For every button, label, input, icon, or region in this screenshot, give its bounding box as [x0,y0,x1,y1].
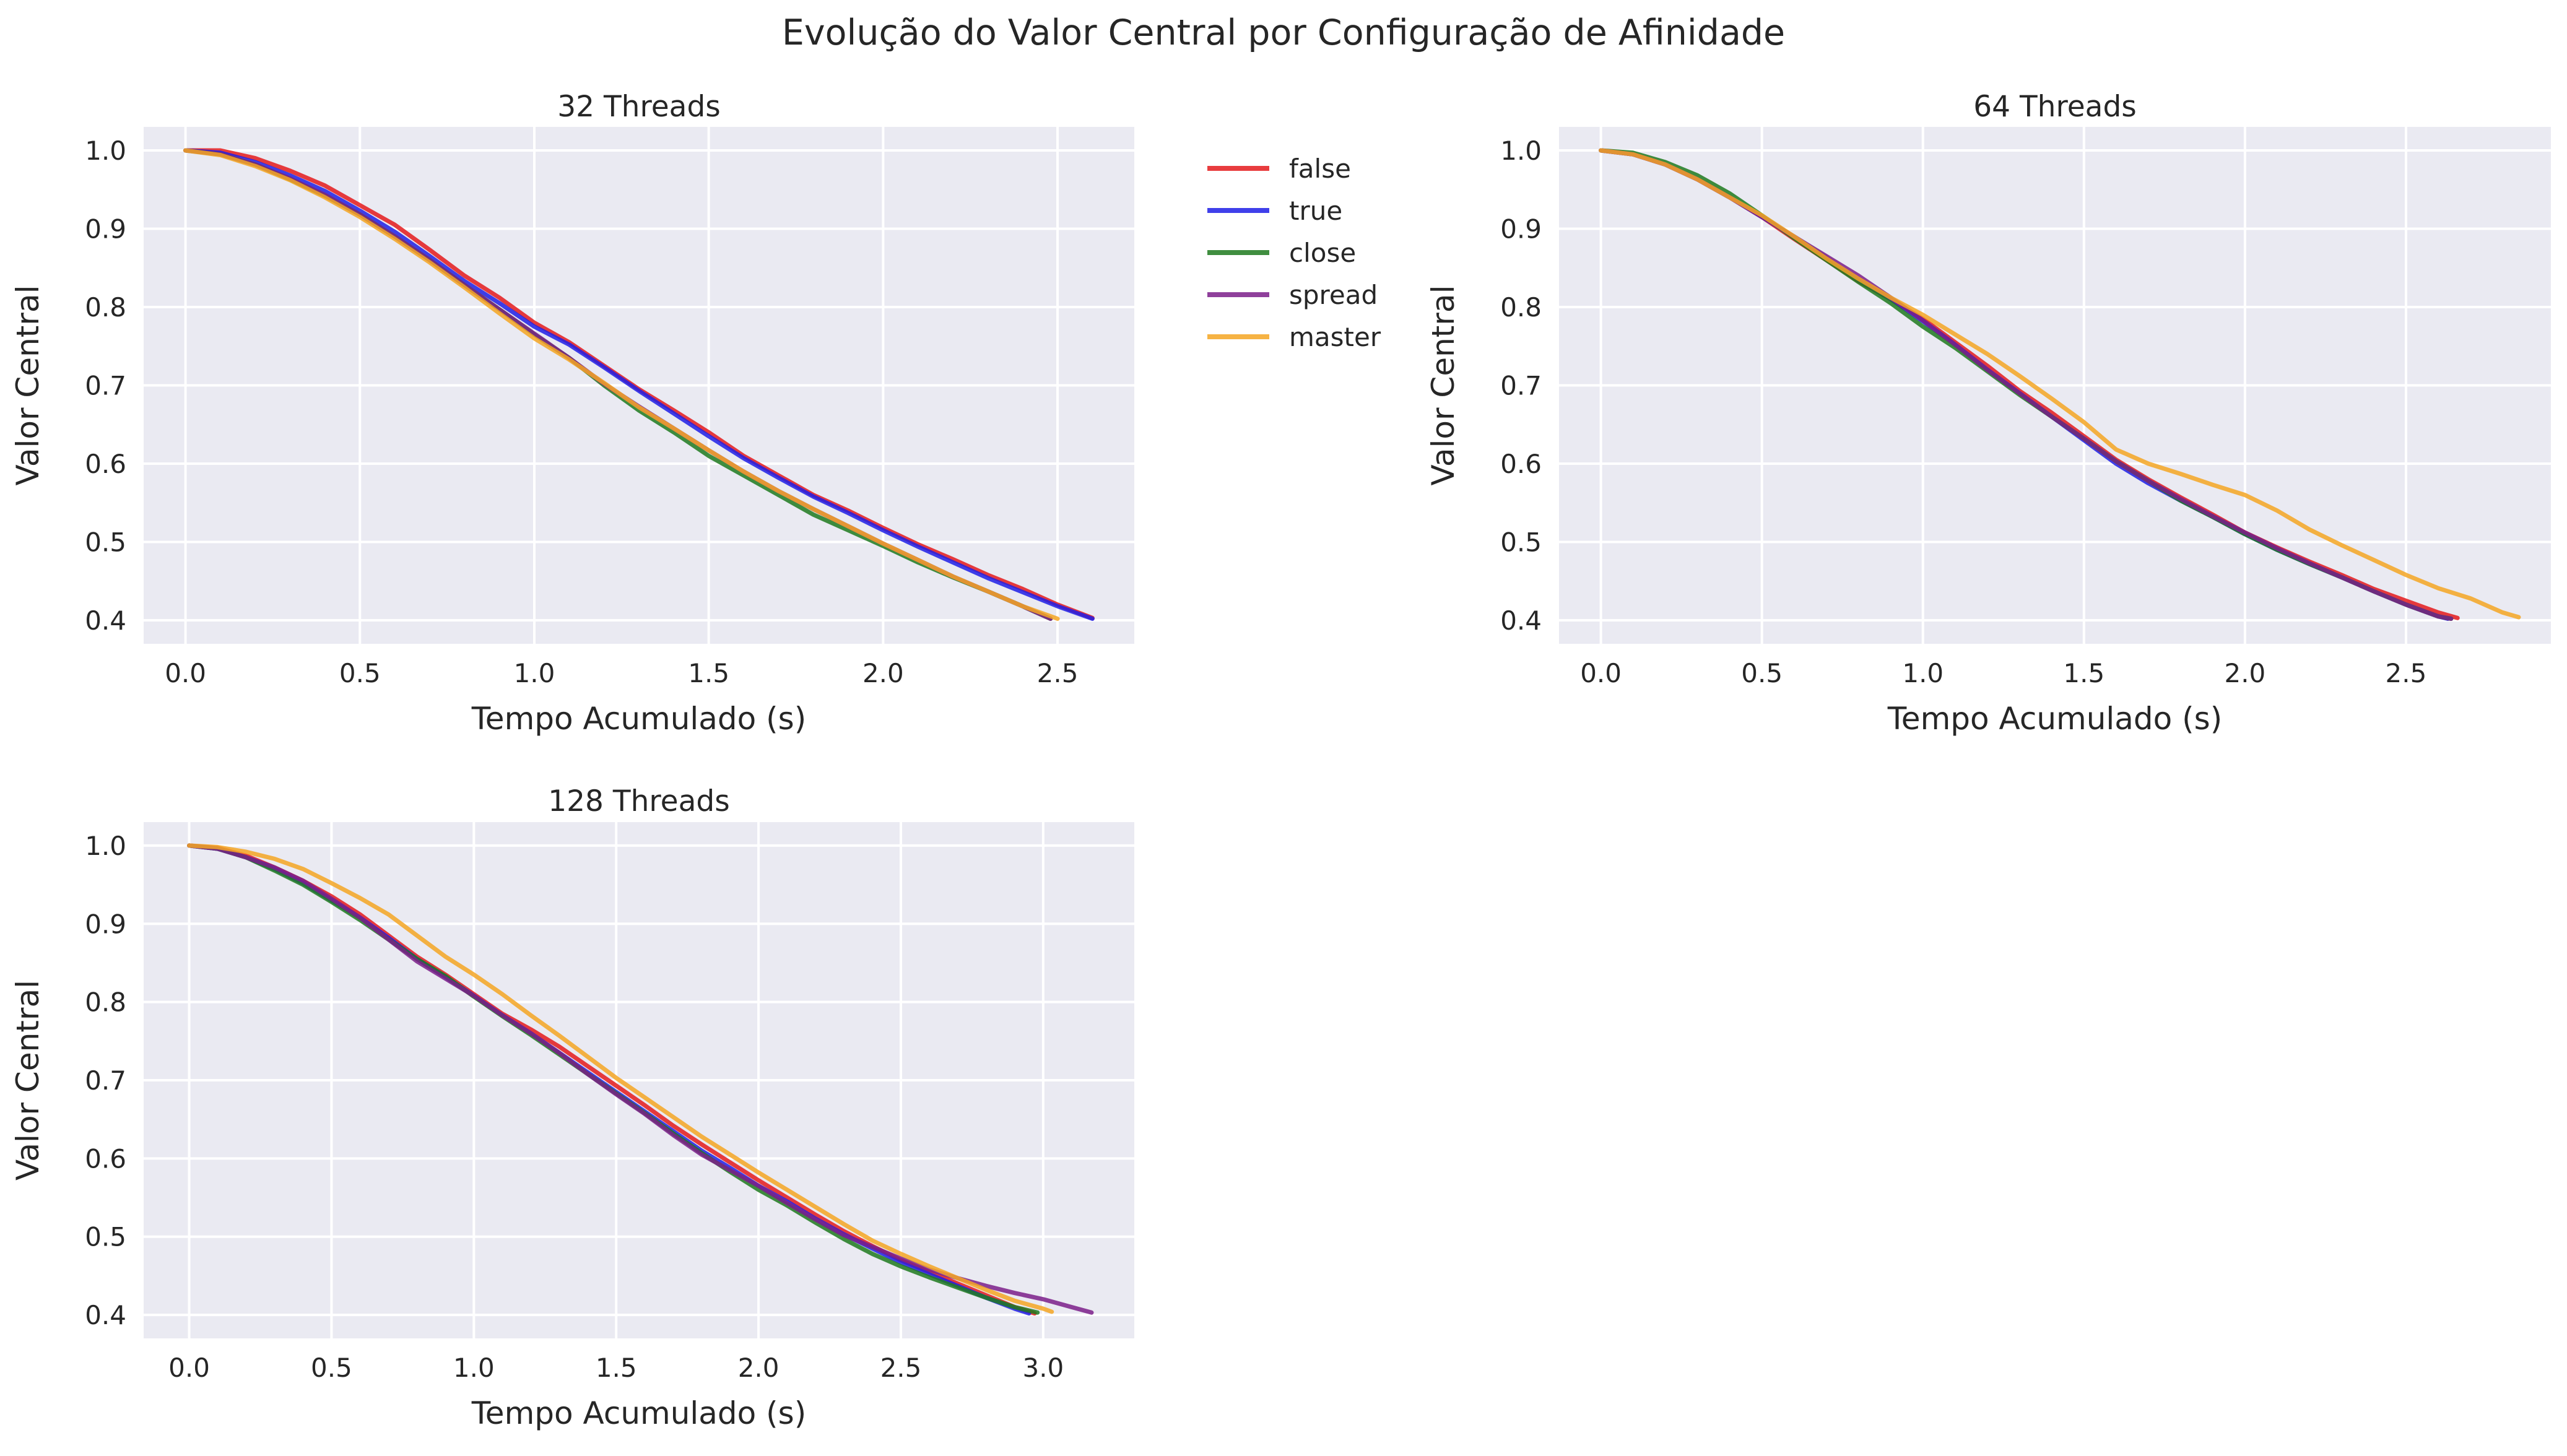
y-tick-label: 0.7 [1500,371,1542,401]
legend: false true close spread master [1207,154,1381,352]
x-tick-label: 2.5 [880,1353,922,1383]
x-tick-label: 1.5 [688,658,729,688]
x-axis-label: Tempo Acumulado (s) [471,701,806,737]
y-tick-label: 0.4 [1500,605,1542,636]
y-tick-label: 1.0 [85,136,126,166]
y-axis-label: Valor Central [10,980,46,1181]
subplot-title: 64 Threads [1973,90,2137,124]
x-tick-label: 1.0 [514,658,555,688]
x-tick-label: 1.0 [453,1353,495,1383]
y-tick-label: 0.5 [85,527,126,558]
subplot-1: 0.0 0.5 1.0 1.5 2.0 2.5 0.4 0.5 0.6 0.7 0.8 0.9 1.0 3… [10,90,1134,737]
x-tick-label: 0.5 [1741,658,1783,688]
subplot-3: 0.0 0.5 1.0 1.5 2.0 2.5 3.0 0.4 0.5 0.6 0.7 0.8 0.9 1… [10,784,1134,1431]
x-axis-label: Tempo Acumulado (s) [471,1395,806,1431]
x-tick-label: 3.0 [1022,1353,1064,1383]
subplot-2: 0.0 0.5 1.0 1.5 2.0 2.5 0.4 0.5 0.6 0.7 0.8 0.9 1.0 6… [1425,90,2551,737]
x-tick-label: 2.5 [2386,658,2427,688]
x-tick-label: 2.0 [862,658,904,688]
x-tick-label: 0.5 [339,658,381,688]
y-tick-label: 0.8 [85,292,126,323]
x-tick-label: 0.0 [1580,658,1622,688]
y-tick-label: 0.9 [85,214,126,244]
y-tick-label: 0.6 [85,449,126,479]
legend-label-true: true [1289,196,1342,226]
y-tick-label: 0.8 [85,987,126,1018]
legend-label-spread: spread [1289,280,1378,310]
y-tick-label: 0.6 [85,1143,126,1174]
x-tick-label: 1.5 [2063,658,2104,688]
y-tick-label: 0.6 [1500,449,1542,479]
legend-label-false: false [1289,154,1351,184]
y-tick-label: 0.7 [85,1065,126,1096]
series-line-master [187,843,1054,1314]
y-tick-label: 0.4 [85,605,126,636]
legend-label-close: close [1289,238,1356,268]
y-tick-label: 1.0 [85,831,126,861]
x-tick-label: 1.5 [596,1353,637,1383]
x-axis-label: Tempo Acumulado (s) [1887,701,2222,737]
subplot-title: 128 Threads [548,784,729,818]
y-axis-label: Valor Central [10,285,46,486]
y-tick-label: 0.4 [85,1300,126,1330]
series-line-master [1599,148,2521,620]
legend-label-master: master [1289,322,1381,352]
y-tick-label: 0.5 [1500,527,1542,558]
y-tick-label: 0.7 [85,371,126,401]
series-line-master [183,148,1060,621]
panels: 0.0 0.5 1.0 1.5 2.0 2.5 0.4 0.5 0.6 0.7 0.8 0.9 1.0 3… [10,90,2551,1431]
y-tick-label: 0.9 [1500,214,1542,244]
y-axis-label: Valor Central [1425,285,1461,486]
x-tick-label: 1.0 [1902,658,1944,688]
x-tick-label: 2.0 [738,1353,780,1383]
series-line-true [183,148,1095,621]
subplot-title: 32 Threads [557,90,721,124]
x-tick-label: 0.5 [311,1353,352,1383]
x-tick-label: 0.0 [165,658,206,688]
y-tick-label: 0.9 [85,909,126,939]
figure-suptitle: Evolução do Valor Central por Configuraç… [782,12,1785,53]
x-tick-label: 0.0 [168,1353,210,1383]
x-tick-label: 2.0 [2224,658,2265,688]
x-tick-label: 2.5 [1037,658,1079,688]
y-tick-label: 0.8 [1500,292,1542,323]
y-tick-label: 1.0 [1500,136,1542,166]
y-tick-label: 0.5 [85,1222,126,1252]
